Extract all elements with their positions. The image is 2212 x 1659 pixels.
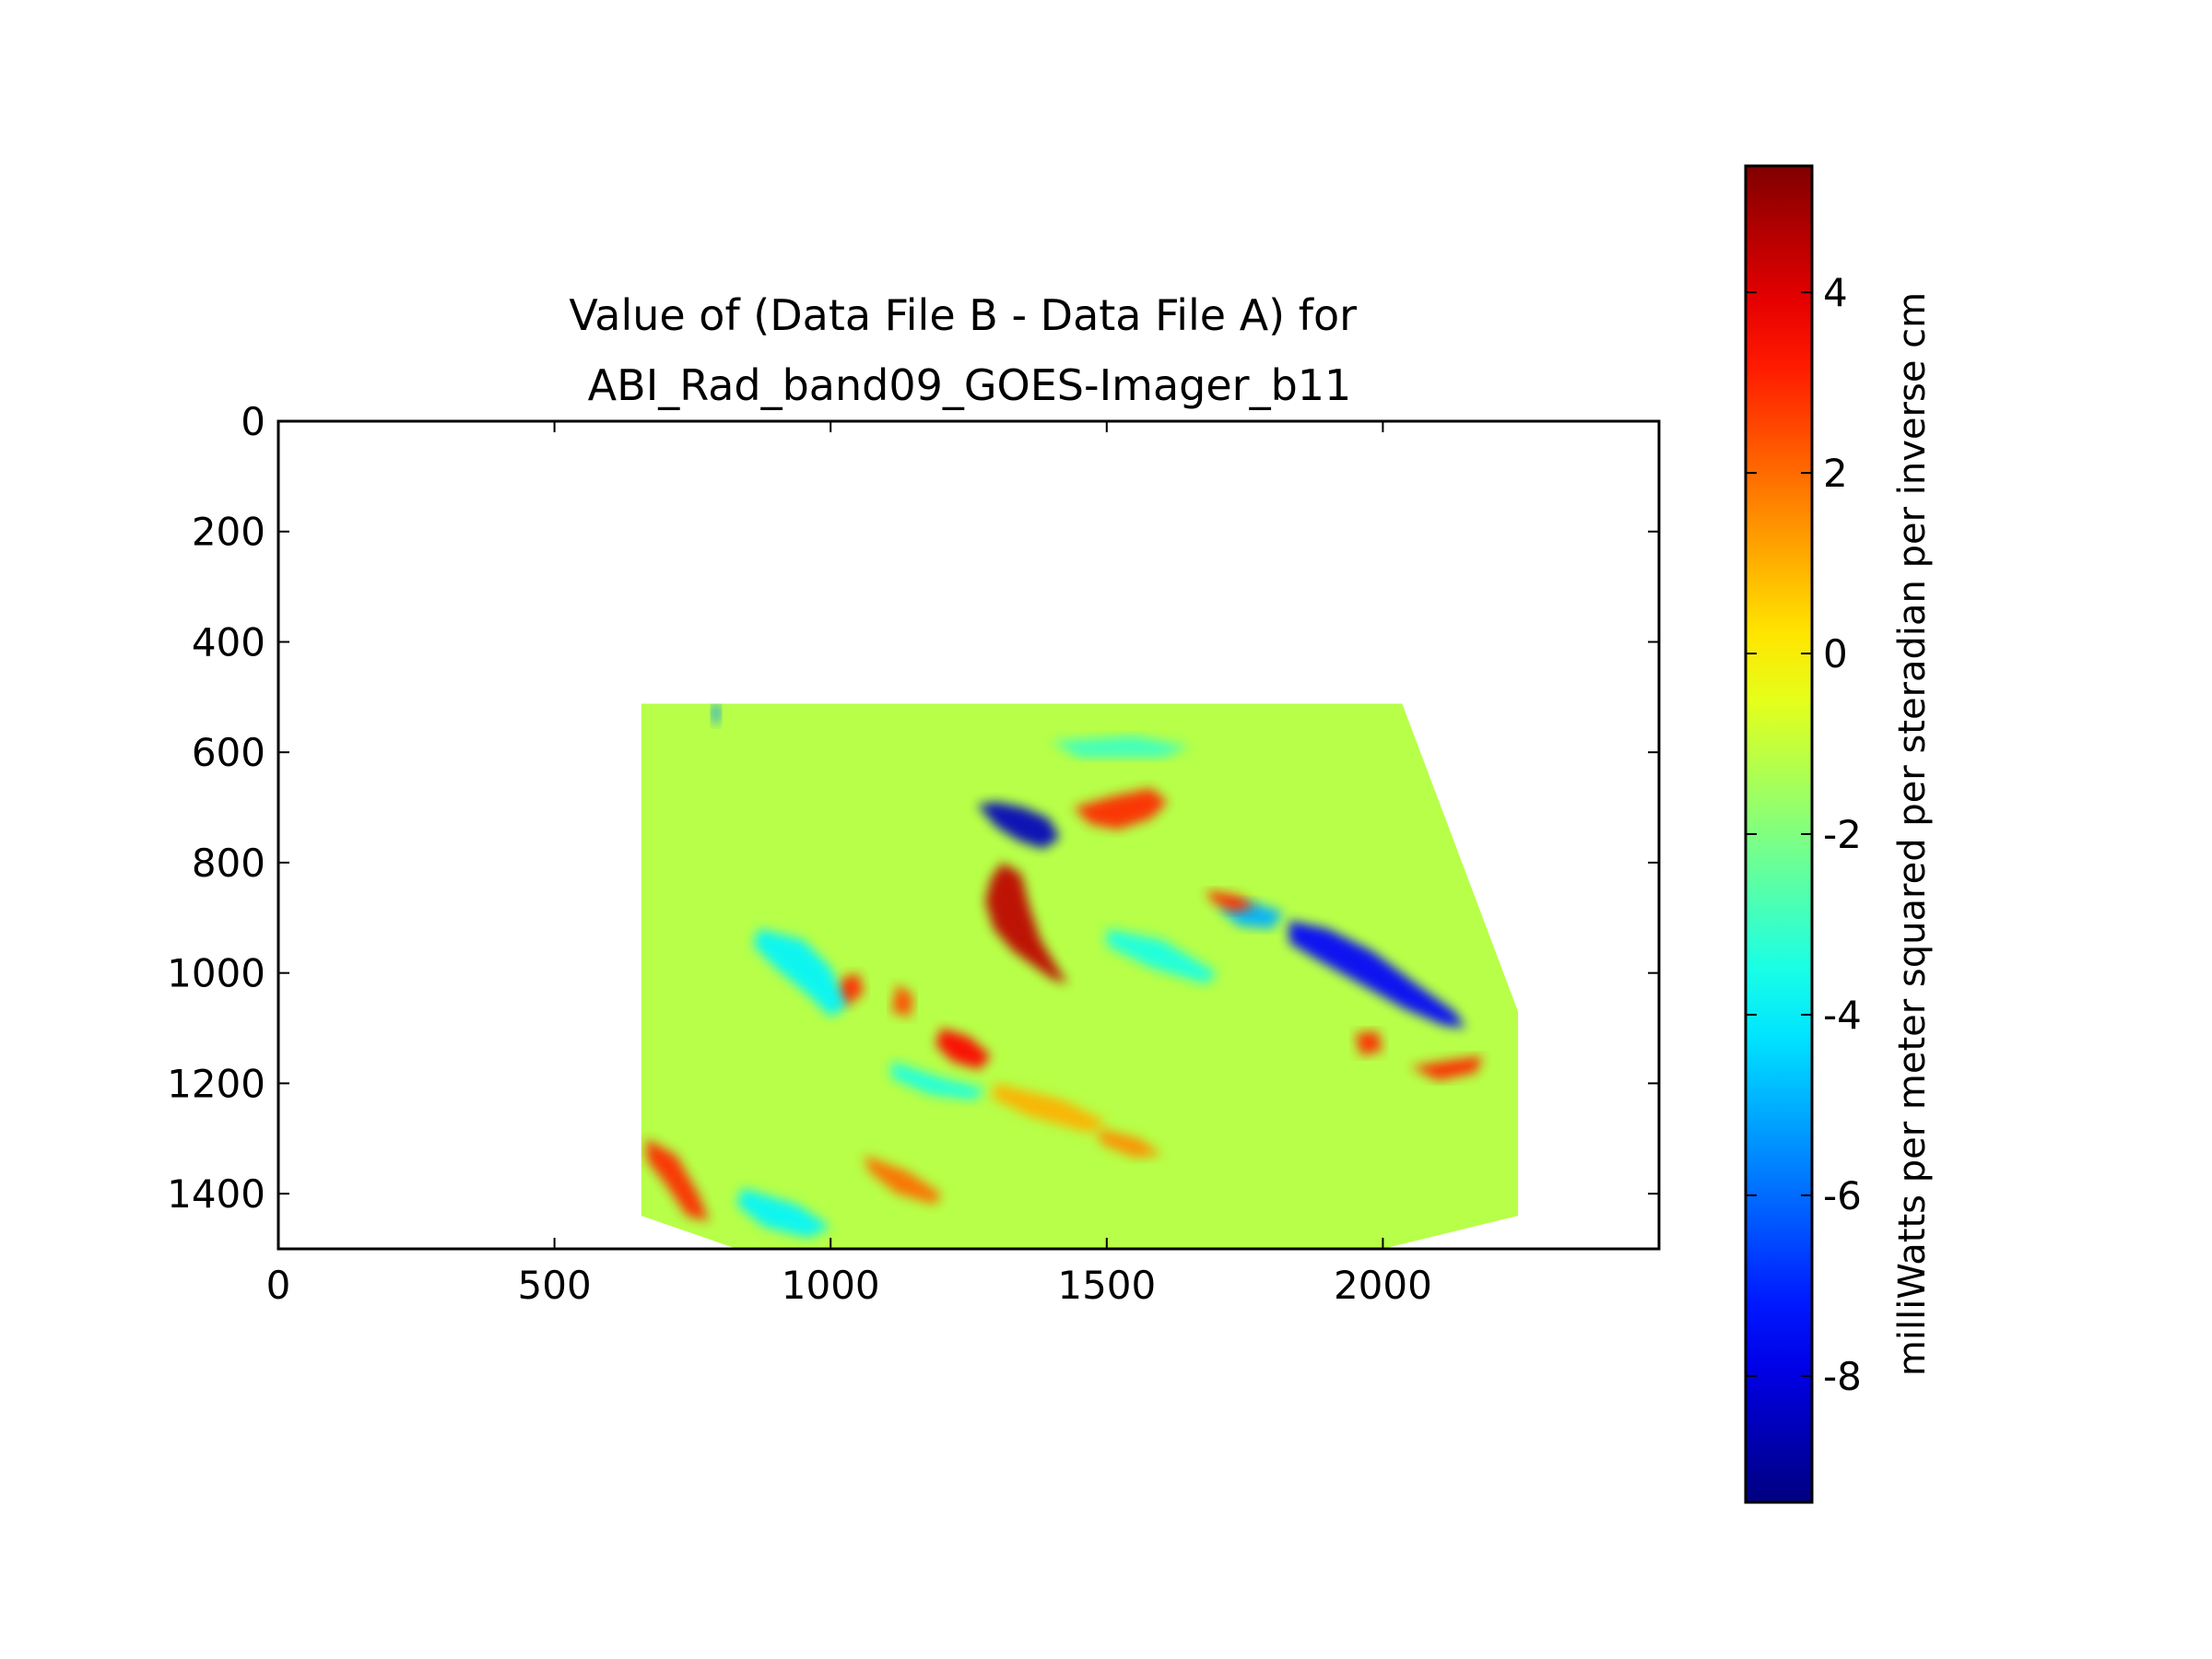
- negative-anomaly-15: [891, 1061, 985, 1100]
- positive-anomaly-20: [991, 1083, 1107, 1134]
- plot-area: 0 500 1000 1500 2000 0 200 400 600 800 1000 1200 14…: [167, 399, 1661, 1308]
- x-axis-ticks: 0 500 1000 1500 2000: [266, 421, 1432, 1308]
- x-tick-label: 500: [518, 1263, 592, 1308]
- colorbar-tick-label: -8: [1823, 1354, 1862, 1399]
- x-tick-label: 0: [266, 1263, 291, 1308]
- negative-anomaly-14: [753, 928, 848, 1018]
- y-tick-label: 0: [241, 399, 265, 444]
- chart-title-line-2: ABI_Rad_band09_GOES-Imager_b11: [588, 360, 1352, 410]
- positive-anomaly-5: [935, 1028, 991, 1070]
- y-tick-label: 600: [192, 730, 265, 775]
- y-tick-label: 200: [192, 510, 265, 555]
- data-region-background: [641, 703, 1519, 1249]
- y-tick-label: 400: [192, 619, 265, 665]
- colorbar-tick-label: -6: [1823, 1173, 1862, 1218]
- positive-anomaly-0: [985, 862, 1068, 984]
- positive-anomaly-8: [1206, 889, 1256, 912]
- x-tick-label: 2000: [1334, 1263, 1432, 1308]
- chart-title: Value of (Data File B - Data File A) for…: [569, 290, 1370, 410]
- y-tick-label: 1400: [167, 1171, 265, 1217]
- colorbar-tick-label: 2: [1823, 451, 1848, 496]
- axes-frame: [276, 419, 1661, 1251]
- positive-anomaly-7: [891, 983, 914, 1018]
- negative-anomaly-16: [736, 1188, 831, 1238]
- colorbar-tick-label: 4: [1823, 270, 1848, 315]
- positive-anomaly-12: [864, 1155, 941, 1206]
- negative-anomaly-19: [1106, 928, 1218, 984]
- positive-anomaly-10: [1355, 1030, 1383, 1056]
- positive-anomaly-9: [1410, 1055, 1483, 1081]
- y-axis-ticks: 0 200 400 600 800 1000 1200 1400: [167, 399, 1659, 1217]
- positive-anomaly-13: [1095, 1127, 1162, 1159]
- colorbar-tick-label: -4: [1823, 993, 1862, 1038]
- negative-anomaly-17: [712, 703, 721, 725]
- x-tick-label: 1500: [1057, 1263, 1156, 1308]
- y-tick-label: 800: [192, 841, 265, 886]
- negative-anomaly-3: [1288, 920, 1466, 1029]
- negative-anomaly-18: [1051, 735, 1190, 759]
- heatmap-data: [641, 703, 1519, 1249]
- positive-anomaly-1: [1073, 788, 1168, 830]
- colorbar: -8 -6 -4 -2 0 2 4 milliWatts per meter squared…: [1744, 164, 1934, 1504]
- x-tick-label: 1000: [782, 1263, 880, 1308]
- positive-anomaly-11: [645, 1138, 710, 1222]
- y-tick-label: 1000: [167, 951, 265, 996]
- colorbar-tick-label: -2: [1823, 812, 1862, 857]
- chart-title-line-1: Value of (Data File B - Data File A) for: [569, 290, 1357, 340]
- colorbar-label: milliWatts per meter squared per steradi…: [1891, 292, 1934, 1376]
- negative-anomaly-2: [977, 802, 1060, 849]
- y-tick-label: 1200: [167, 1061, 265, 1106]
- colorbar-tick-label: 0: [1823, 631, 1848, 677]
- colorbar-ticks: -8 -6 -4 -2 0 2 4: [1746, 270, 1862, 1399]
